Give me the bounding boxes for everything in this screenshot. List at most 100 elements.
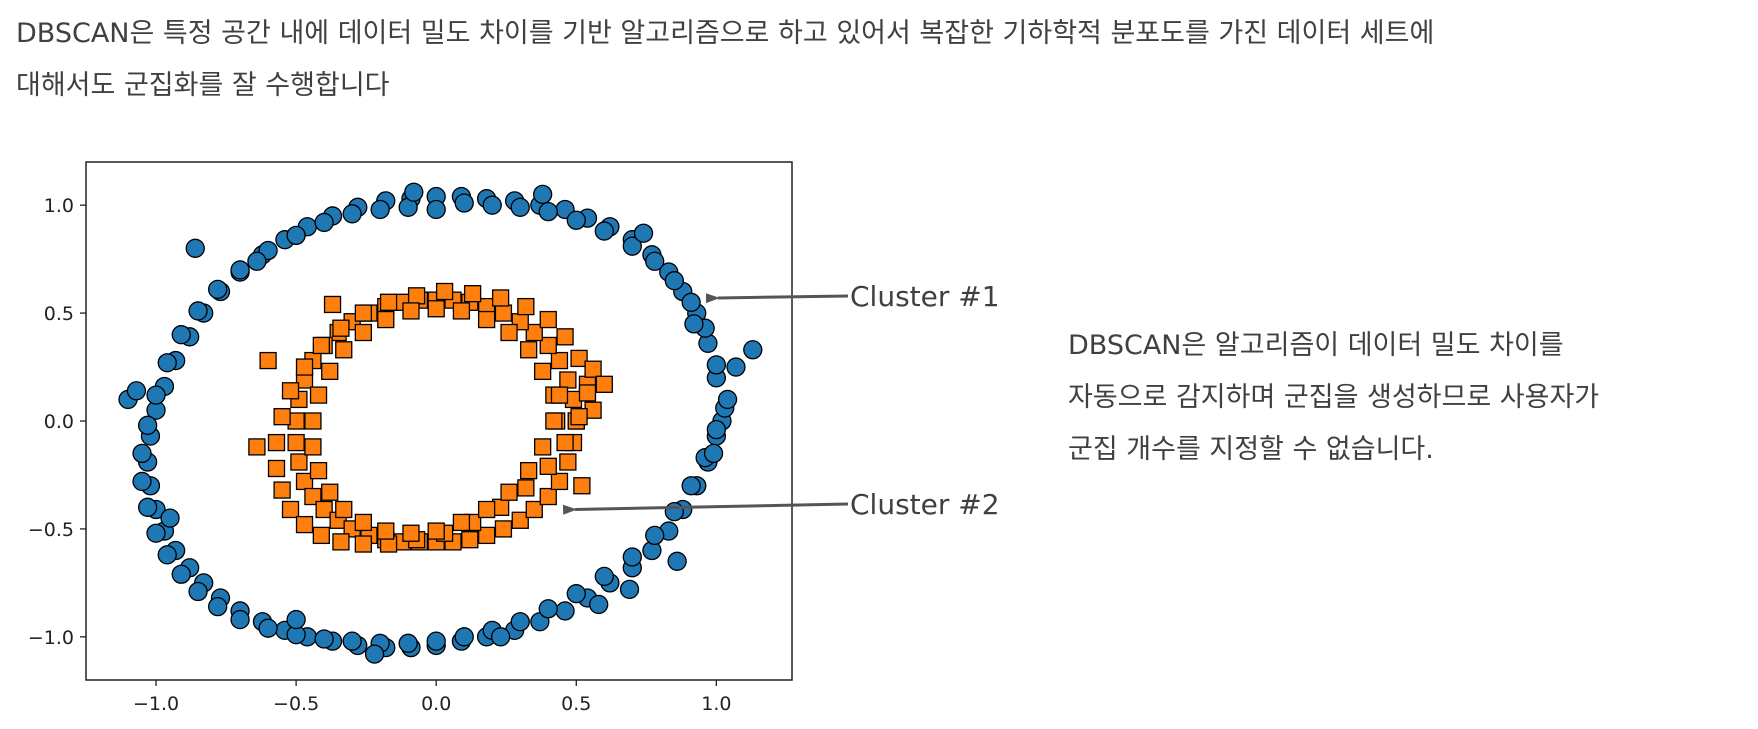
cluster2-point: [321, 483, 339, 501]
cluster2-point: [332, 319, 350, 337]
cluster1-point: [404, 182, 424, 202]
cluster2-point: [500, 483, 518, 501]
cluster-2-arrow: [562, 502, 849, 515]
cluster2-point: [335, 500, 353, 519]
cluster1-point: [538, 599, 558, 619]
cluster1-point: [594, 221, 614, 241]
cluster2-point: [287, 433, 305, 452]
cluster1-point: [490, 627, 511, 647]
cluster1-point: [157, 545, 177, 565]
x-tick-label: 1.0: [701, 693, 731, 715]
cluster1-point: [132, 471, 152, 492]
cluster2-point: [402, 302, 420, 320]
cluster2-point: [520, 461, 538, 480]
cluster2-point: [595, 375, 613, 393]
cluster2-point: [427, 522, 445, 540]
cluster2-point: [539, 457, 557, 475]
cluster1-point: [706, 419, 727, 440]
cluster1-point: [157, 353, 177, 373]
y-tick-label: 1.0: [44, 195, 74, 217]
cluster1-point: [726, 357, 746, 377]
cluster1-point: [370, 199, 390, 220]
cluster2-point: [556, 433, 574, 452]
cluster2-point: [463, 285, 482, 303]
cluster1-point: [454, 627, 474, 647]
x-axis: −1.0 −0.5 0.0 0.5 1.0: [133, 680, 731, 715]
cluster1-point: [533, 184, 553, 205]
cluster2-point: [539, 487, 557, 506]
cluster1-point: [160, 508, 180, 528]
cluster1-point: [684, 314, 704, 334]
cluster2-point: [379, 293, 398, 311]
side-line-3: 군집 개수를 지정할 수 없습니다.: [1068, 434, 1434, 465]
cluster1-point: [286, 225, 306, 246]
cluster2-point: [407, 287, 426, 305]
cluster2-point: [570, 408, 588, 426]
cluster2-point: [315, 500, 333, 519]
cluster1-point: [137, 415, 158, 435]
cluster2-point: [539, 336, 557, 355]
cluster2-point: [354, 323, 373, 342]
cluster2-point: [494, 304, 513, 322]
cluster2-point: [550, 386, 569, 404]
cluster2-point: [491, 289, 510, 307]
cluster2-point: [309, 461, 328, 480]
cluster2-point: [559, 453, 577, 471]
cluster2-point: [304, 438, 322, 456]
cluster2-point: [273, 481, 291, 499]
cluster2-point: [511, 511, 529, 529]
cluster1-point: [706, 355, 727, 375]
intro-line-1: DBSCAN은 특정 공간 내에 데이터 밀도 차이를 기반 알고리즘으로 하고…: [16, 18, 1435, 49]
cluster1-point: [314, 629, 334, 649]
cluster1-point: [188, 301, 208, 321]
cluster2-point: [452, 513, 471, 532]
cluster1-point: [482, 195, 502, 215]
y-axis: −1.0 −0.5 0.0 0.5 1.0: [28, 195, 86, 649]
cluster2-point: [248, 438, 266, 456]
cluster1-point: [398, 633, 418, 653]
cluster2-point: [517, 479, 535, 497]
series-1: [118, 182, 763, 664]
cluster2-point: [267, 459, 286, 478]
cluster1-point: [146, 523, 166, 543]
cluster1-point: [342, 204, 362, 224]
cluster2-point: [377, 310, 395, 329]
cluster1-point: [188, 581, 208, 602]
cluster2-point: [295, 515, 314, 534]
cluster2-point: [304, 487, 322, 506]
intro-line-2: 대해서도 군집화를 잘 수행합니다: [16, 70, 390, 101]
cluster2-point: [500, 323, 518, 342]
cluster2-point: [273, 408, 291, 426]
cluster2-point: [584, 360, 602, 378]
cluster1-point: [664, 501, 684, 522]
x-tick-label: −1.0: [133, 693, 179, 715]
cluster1-point: [645, 525, 665, 546]
cluster2-point: [534, 438, 552, 456]
side-line-1: DBSCAN은 알고리즘이 데이터 밀도 차이를: [1068, 330, 1564, 361]
cluster1-point: [566, 210, 586, 230]
cluster-1-label: Cluster #1: [850, 280, 1000, 313]
cluster1-point: [594, 566, 614, 587]
cluster2-point: [377, 522, 395, 540]
cluster-1-arrow: [705, 293, 849, 304]
cluster1-point: [208, 279, 228, 299]
cluster1-point: [132, 443, 152, 464]
cluster1-point: [667, 551, 687, 571]
y-tick-label: −0.5: [28, 519, 74, 541]
cluster2-point: [573, 477, 591, 495]
cluster2-point: [267, 433, 286, 452]
cluster2-point: [525, 500, 543, 519]
cluster2-point: [321, 362, 339, 381]
cluster1-point: [208, 596, 228, 617]
cluster-annotations: Cluster #1 Cluster #2: [562, 280, 1000, 521]
cluster2-point: [556, 328, 574, 346]
cluster1-point: [146, 385, 166, 405]
cluster2-point: [312, 336, 330, 355]
cluster1-point: [185, 238, 205, 258]
cluster2-point: [354, 304, 373, 322]
cluster1-point: [622, 547, 642, 567]
cluster1-point: [171, 325, 191, 345]
cluster1-point: [258, 618, 278, 638]
cluster2-point: [427, 300, 445, 318]
